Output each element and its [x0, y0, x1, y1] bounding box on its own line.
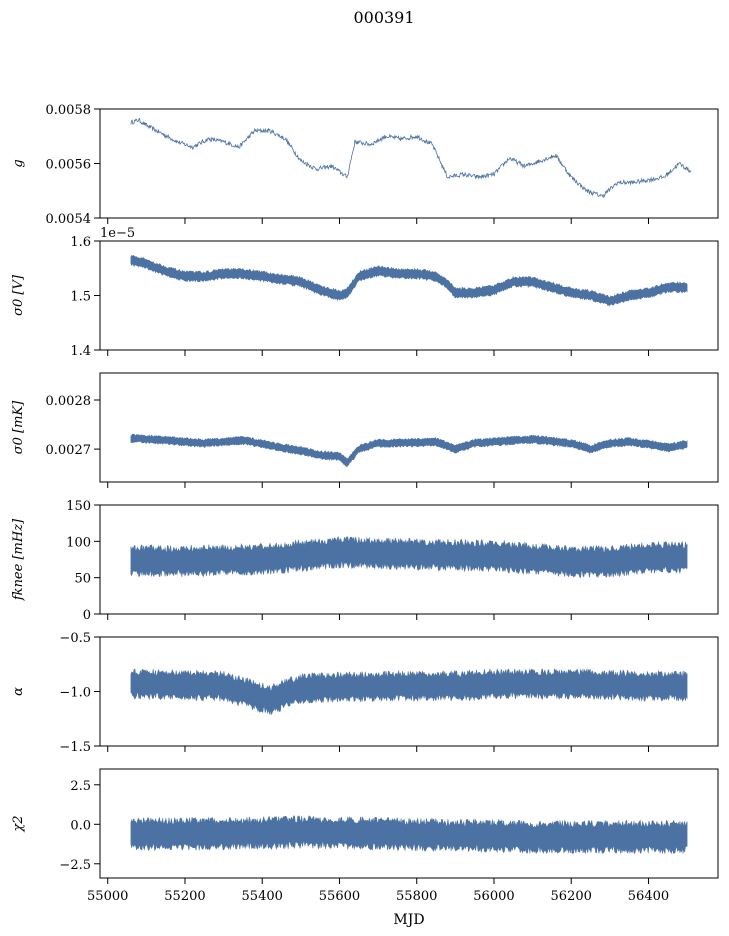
y-offset-text-sigma0_v: 1e−5 — [100, 226, 135, 241]
series-alpha-0 — [130, 667, 688, 716]
panel-sigma0_v: 1.4 1.5 1.6 σ0 [V] 1e−5 — [11, 226, 719, 359]
panel-chi2: −2.5 0.0 2.5 55000 55200 55400 55600 55800 56000… — [11, 768, 719, 904]
axes-frame-fknee — [99, 504, 719, 615]
axes-frame-gain — [99, 108, 719, 219]
y-axis-label-alpha: α — [11, 687, 26, 696]
panel-alpha: −1.5 −1.0 −0.5 α — [11, 631, 719, 755]
y-axis-label-sigma0_mk: σ0 [mK] — [11, 400, 26, 454]
y-tick-label-sigma0_mk-1: 0.0028 — [46, 394, 92, 409]
x-tick-label-3: 55600 — [319, 889, 360, 904]
y-tick-label-chi2-0: −2.5 — [59, 858, 91, 873]
y-tick-label-alpha-1: −1.0 — [59, 686, 91, 701]
y-tick-label-sigma0_v-1: 1.5 — [70, 290, 91, 305]
axes-frame-chi2 — [99, 768, 719, 879]
x-tick-label-5: 56000 — [473, 889, 514, 904]
series-fknee-0 — [130, 535, 688, 578]
series-chi2-0 — [130, 815, 688, 855]
y-axis-label-sigma0_v: σ0 [V] — [11, 274, 26, 316]
y-axis-label-gain: g — [11, 159, 26, 167]
y-tick-label-sigma0_v-0: 1.4 — [70, 344, 91, 359]
axes-frame-sigma0_mk — [99, 372, 719, 483]
y-tick-label-fknee-2: 100 — [66, 535, 91, 550]
y-tick-label-gain-1: 0.0056 — [46, 158, 92, 173]
x-tick-label-0: 55000 — [87, 889, 128, 904]
panel-sigma0_mk: 0.0027 0.0028 σ0 [mK] — [11, 372, 719, 488]
x-tick-label-4: 55800 — [396, 889, 437, 904]
x-tick-label-6: 56200 — [551, 889, 592, 904]
y-tick-label-chi2-1: 0.0 — [70, 818, 91, 833]
y-tick-label-gain-0: 0.0054 — [46, 212, 92, 227]
y-tick-label-chi2-2: 2.5 — [70, 779, 91, 794]
y-tick-label-fknee-0: 0 — [83, 608, 91, 623]
y-tick-label-alpha-0: −1.5 — [59, 740, 91, 755]
y-axis-label-fknee: fknee [mHz] — [11, 518, 26, 601]
series-gain-0 — [130, 117, 692, 199]
y-tick-label-gain-2: 0.0058 — [46, 103, 92, 118]
y-tick-label-alpha-2: −0.5 — [59, 631, 91, 646]
x-axis-label: MJD — [393, 912, 424, 928]
series-sigma0_mk-0 — [130, 433, 688, 468]
y-tick-label-fknee-3: 150 — [66, 499, 91, 514]
panel-gain: 0.0054 0.0056 0.0058 g — [11, 103, 719, 227]
y-tick-label-sigma0_mk-0: 0.0027 — [46, 443, 92, 458]
y-tick-label-sigma0_v-2: 1.6 — [70, 235, 91, 250]
x-tick-label-2: 55400 — [242, 889, 283, 904]
y-axis-label-chi2: χ2 — [11, 815, 26, 832]
x-tick-label-7: 56400 — [628, 889, 669, 904]
panel-fknee: 0 50 100 150 fknee [mHz] — [11, 499, 719, 623]
y-tick-label-fknee-1: 50 — [74, 572, 91, 587]
series-sigma0_v-0 — [130, 254, 688, 307]
x-tick-label-1: 55200 — [164, 889, 205, 904]
figure-title: 000391 — [353, 8, 414, 27]
